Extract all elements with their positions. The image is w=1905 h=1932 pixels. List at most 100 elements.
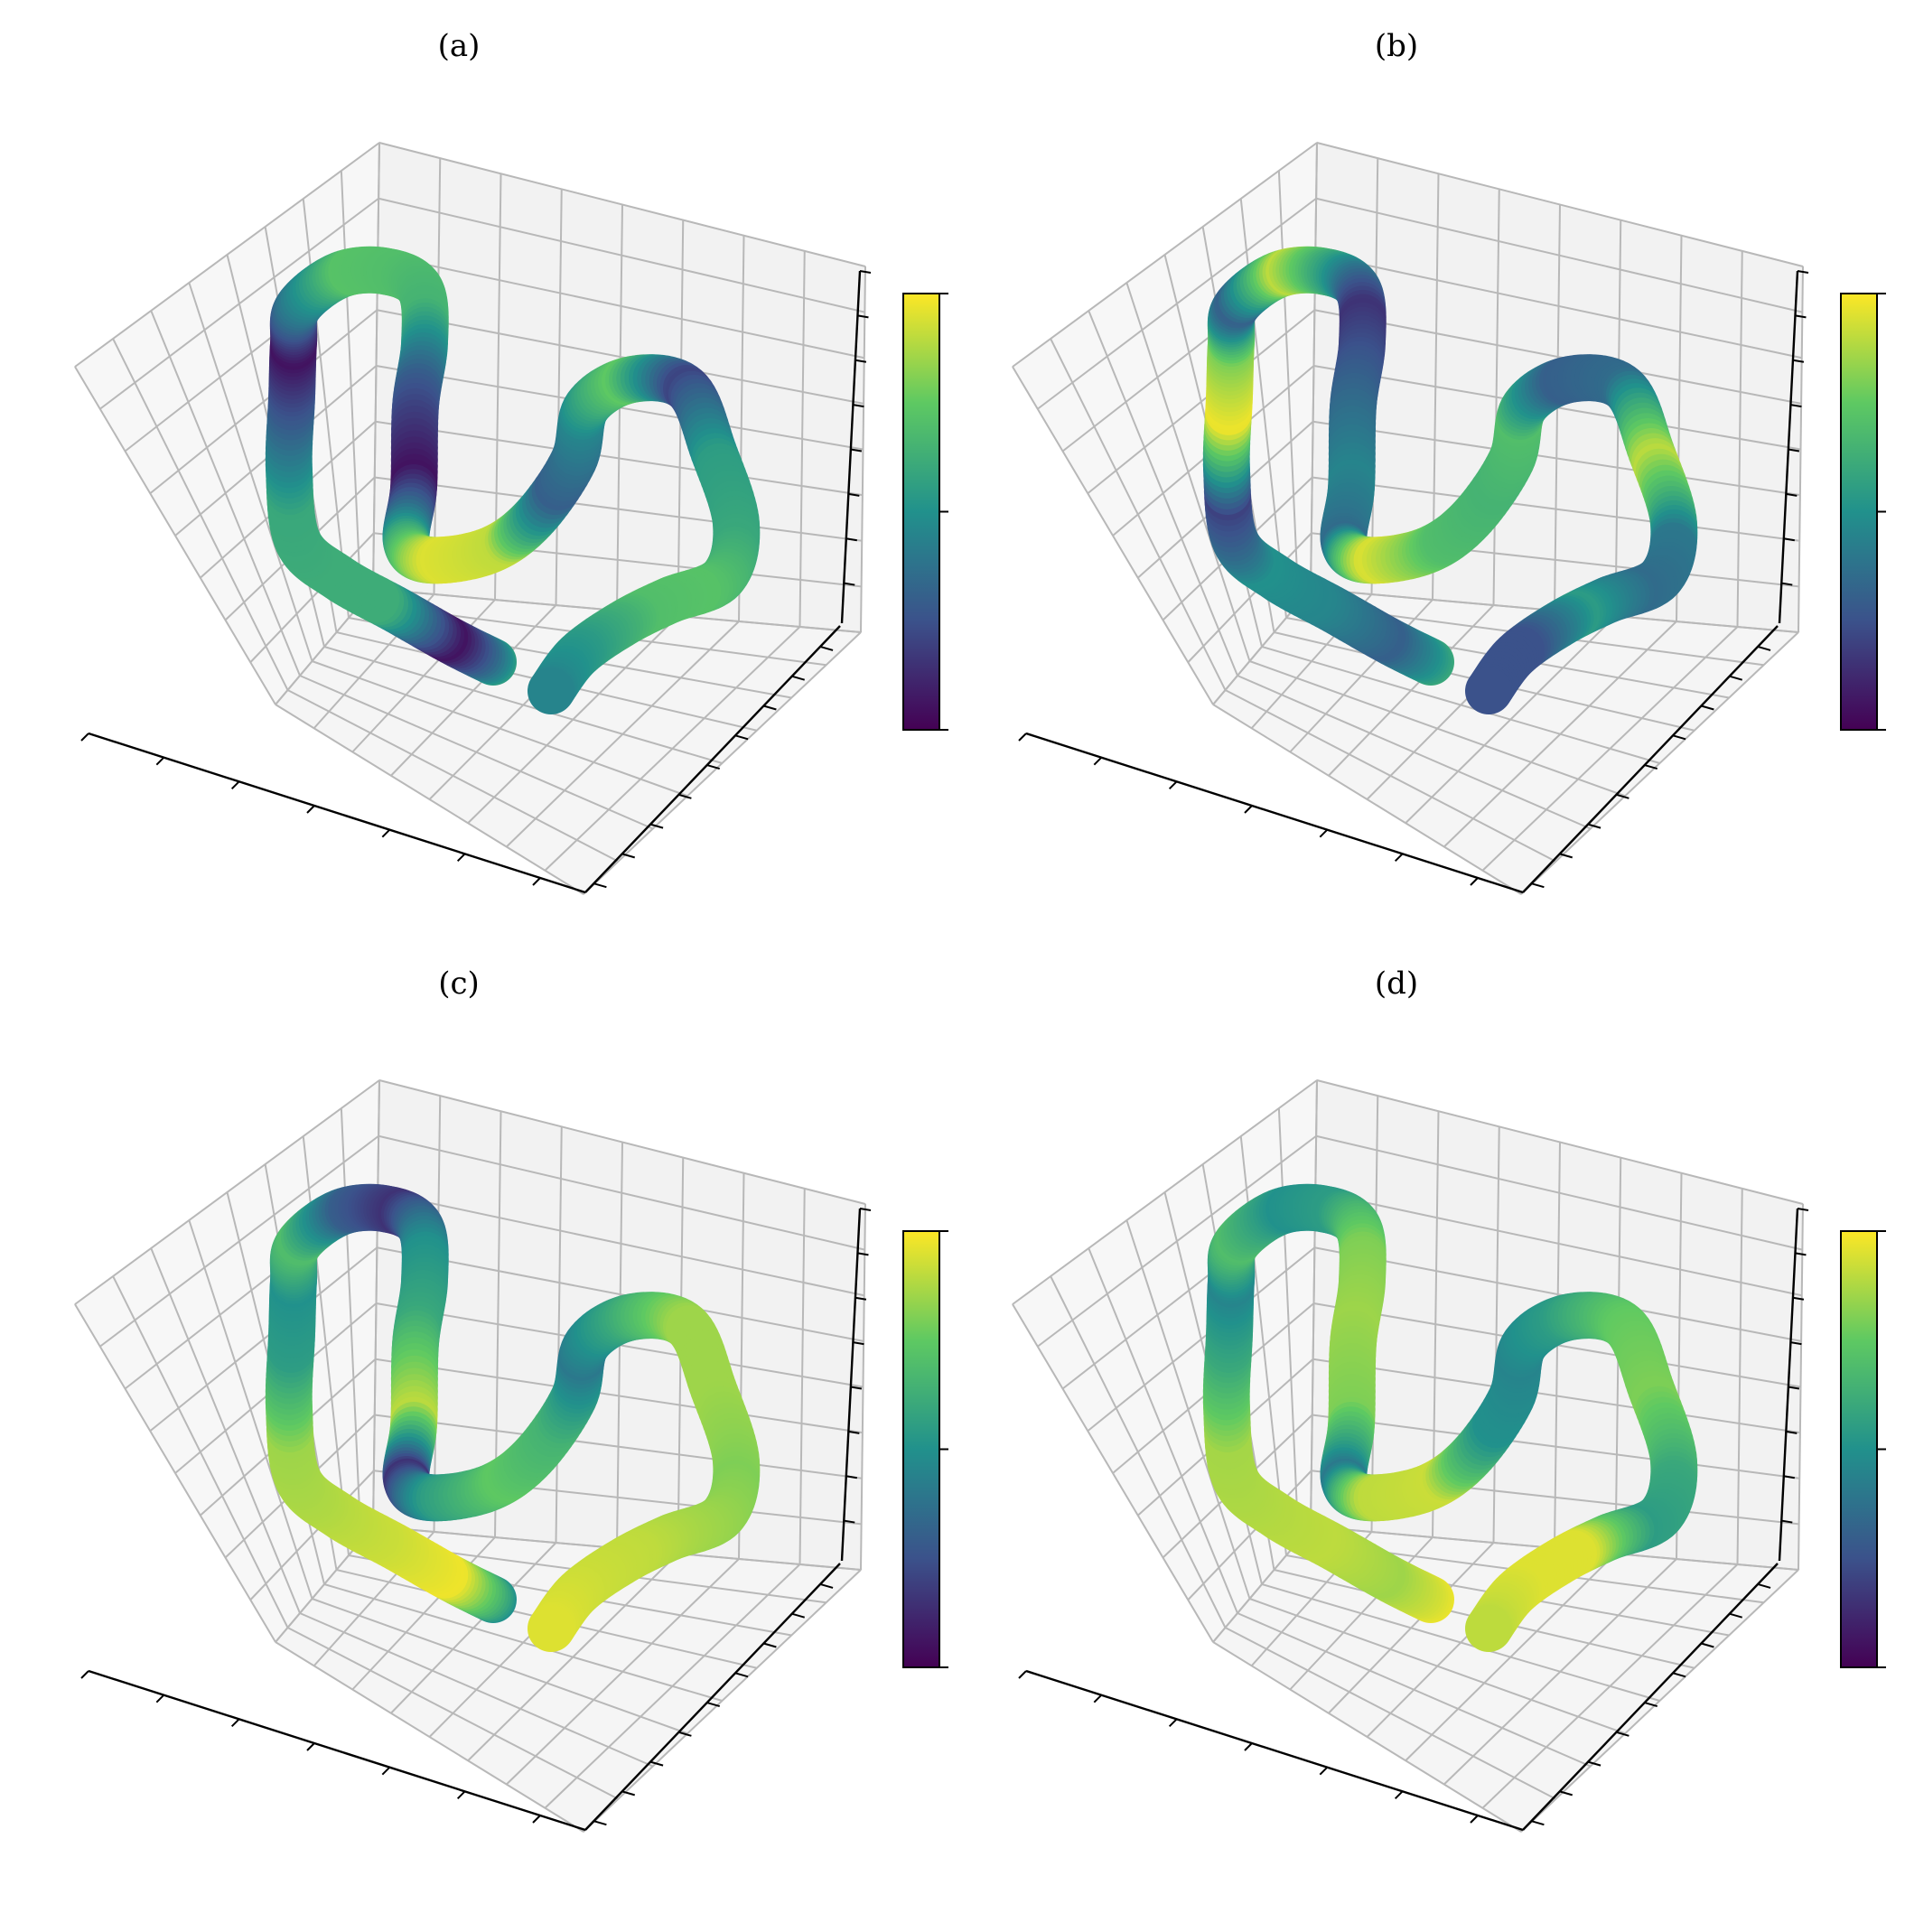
y-tick xyxy=(819,1582,834,1589)
grid-line xyxy=(583,631,862,895)
y-tick xyxy=(1672,734,1686,741)
tube xyxy=(1202,1183,1698,1652)
z-tick xyxy=(1783,537,1795,542)
x-tick xyxy=(1018,1670,1027,1679)
z-tick xyxy=(845,537,857,542)
y-tick xyxy=(1559,853,1573,859)
y-tick xyxy=(621,853,636,859)
tube xyxy=(1202,246,1698,714)
x-tick xyxy=(1394,853,1404,863)
grid-line xyxy=(1261,646,1660,764)
x-tick xyxy=(532,1815,541,1824)
grid-line xyxy=(506,1558,740,1786)
x-tick xyxy=(532,877,541,886)
y-tick xyxy=(706,1702,721,1708)
x-axis xyxy=(1025,732,1524,894)
grid-line xyxy=(1312,1358,1801,1434)
panel-b: (b) xyxy=(1012,28,1886,895)
tube xyxy=(265,246,761,714)
grid-line xyxy=(1312,1414,1800,1479)
y-tick xyxy=(1587,823,1602,829)
y-tick xyxy=(706,764,721,770)
grid-line xyxy=(467,1553,679,1761)
z-tick xyxy=(1795,1252,1807,1256)
grid-line xyxy=(798,1188,806,1565)
y-axis xyxy=(1522,625,1779,893)
x-tick xyxy=(456,853,466,863)
tube-point xyxy=(528,1605,574,1652)
y-tick xyxy=(1644,764,1658,770)
grid-line xyxy=(1310,142,1318,590)
x-tick xyxy=(1093,756,1103,766)
x-tick xyxy=(1319,828,1329,838)
y-tick xyxy=(734,1672,749,1678)
grid-line xyxy=(544,1563,801,1809)
y-tick xyxy=(791,675,806,681)
tube-point xyxy=(528,667,574,714)
z-axis xyxy=(1778,1208,1799,1562)
x-axis xyxy=(1025,1669,1524,1832)
y-tick xyxy=(1616,1731,1630,1737)
grid-line xyxy=(340,1107,362,1542)
y-tick xyxy=(678,1731,692,1737)
grid-line xyxy=(1405,1553,1617,1761)
y-tick xyxy=(1672,1672,1686,1678)
y-tick xyxy=(1616,793,1630,799)
z-axis xyxy=(840,1208,862,1562)
grid-line xyxy=(1312,420,1801,497)
grid-line xyxy=(1312,476,1800,542)
x-tick xyxy=(1168,1718,1178,1728)
y-tick xyxy=(593,1820,607,1826)
grid-line xyxy=(249,1470,375,1601)
z-tick xyxy=(857,314,869,319)
panel-d: (d) xyxy=(1012,966,1886,1833)
grid-line xyxy=(860,1203,866,1571)
grid-line xyxy=(1798,1203,1804,1571)
colorbar xyxy=(1840,293,1878,731)
x-tick xyxy=(1244,1742,1253,1751)
grid-line xyxy=(372,142,380,590)
x-tick xyxy=(1244,805,1253,814)
y-tick xyxy=(649,823,664,829)
y-tick xyxy=(1701,1642,1714,1648)
x-tick xyxy=(306,805,315,814)
panel-c: (c) xyxy=(74,966,948,1833)
z-tick xyxy=(1783,1475,1795,1479)
z-tick xyxy=(1790,1341,1802,1346)
grid-line xyxy=(467,615,679,824)
x-tick xyxy=(456,1790,466,1800)
tube-point xyxy=(1465,1605,1512,1652)
x-tick xyxy=(230,1718,240,1728)
grid-line xyxy=(375,1358,864,1434)
grid-line xyxy=(1443,1558,1677,1786)
z-tick xyxy=(850,448,863,453)
y-tick xyxy=(593,882,607,889)
z-tick xyxy=(1790,404,1802,408)
grid-line xyxy=(1187,532,1312,663)
grid-line xyxy=(1405,615,1617,824)
tube-point xyxy=(1465,667,1512,714)
grid-line xyxy=(323,1583,723,1702)
x-tick xyxy=(306,1742,315,1751)
z-tick xyxy=(853,404,864,408)
z-tick xyxy=(1786,1430,1798,1434)
x-tick xyxy=(1470,877,1479,886)
z-tick xyxy=(1792,359,1805,363)
x-tick xyxy=(1319,1766,1329,1776)
x-axis xyxy=(88,1669,586,1832)
grid-line xyxy=(374,476,863,542)
z-tick xyxy=(1788,448,1800,453)
y-axis xyxy=(584,1563,841,1831)
grid-line xyxy=(1481,626,1739,872)
grid-line xyxy=(1277,170,1300,604)
grid-line xyxy=(1443,621,1677,848)
z-tick xyxy=(854,1296,867,1301)
x-tick xyxy=(155,1694,165,1703)
panel-title: (d) xyxy=(1375,966,1418,1002)
z-tick xyxy=(1786,492,1798,497)
z-tick xyxy=(1795,314,1807,319)
y-tick xyxy=(1644,1702,1658,1708)
y-tick xyxy=(763,1642,777,1648)
grid-line xyxy=(583,1569,862,1833)
grid-line xyxy=(1736,1188,1743,1565)
